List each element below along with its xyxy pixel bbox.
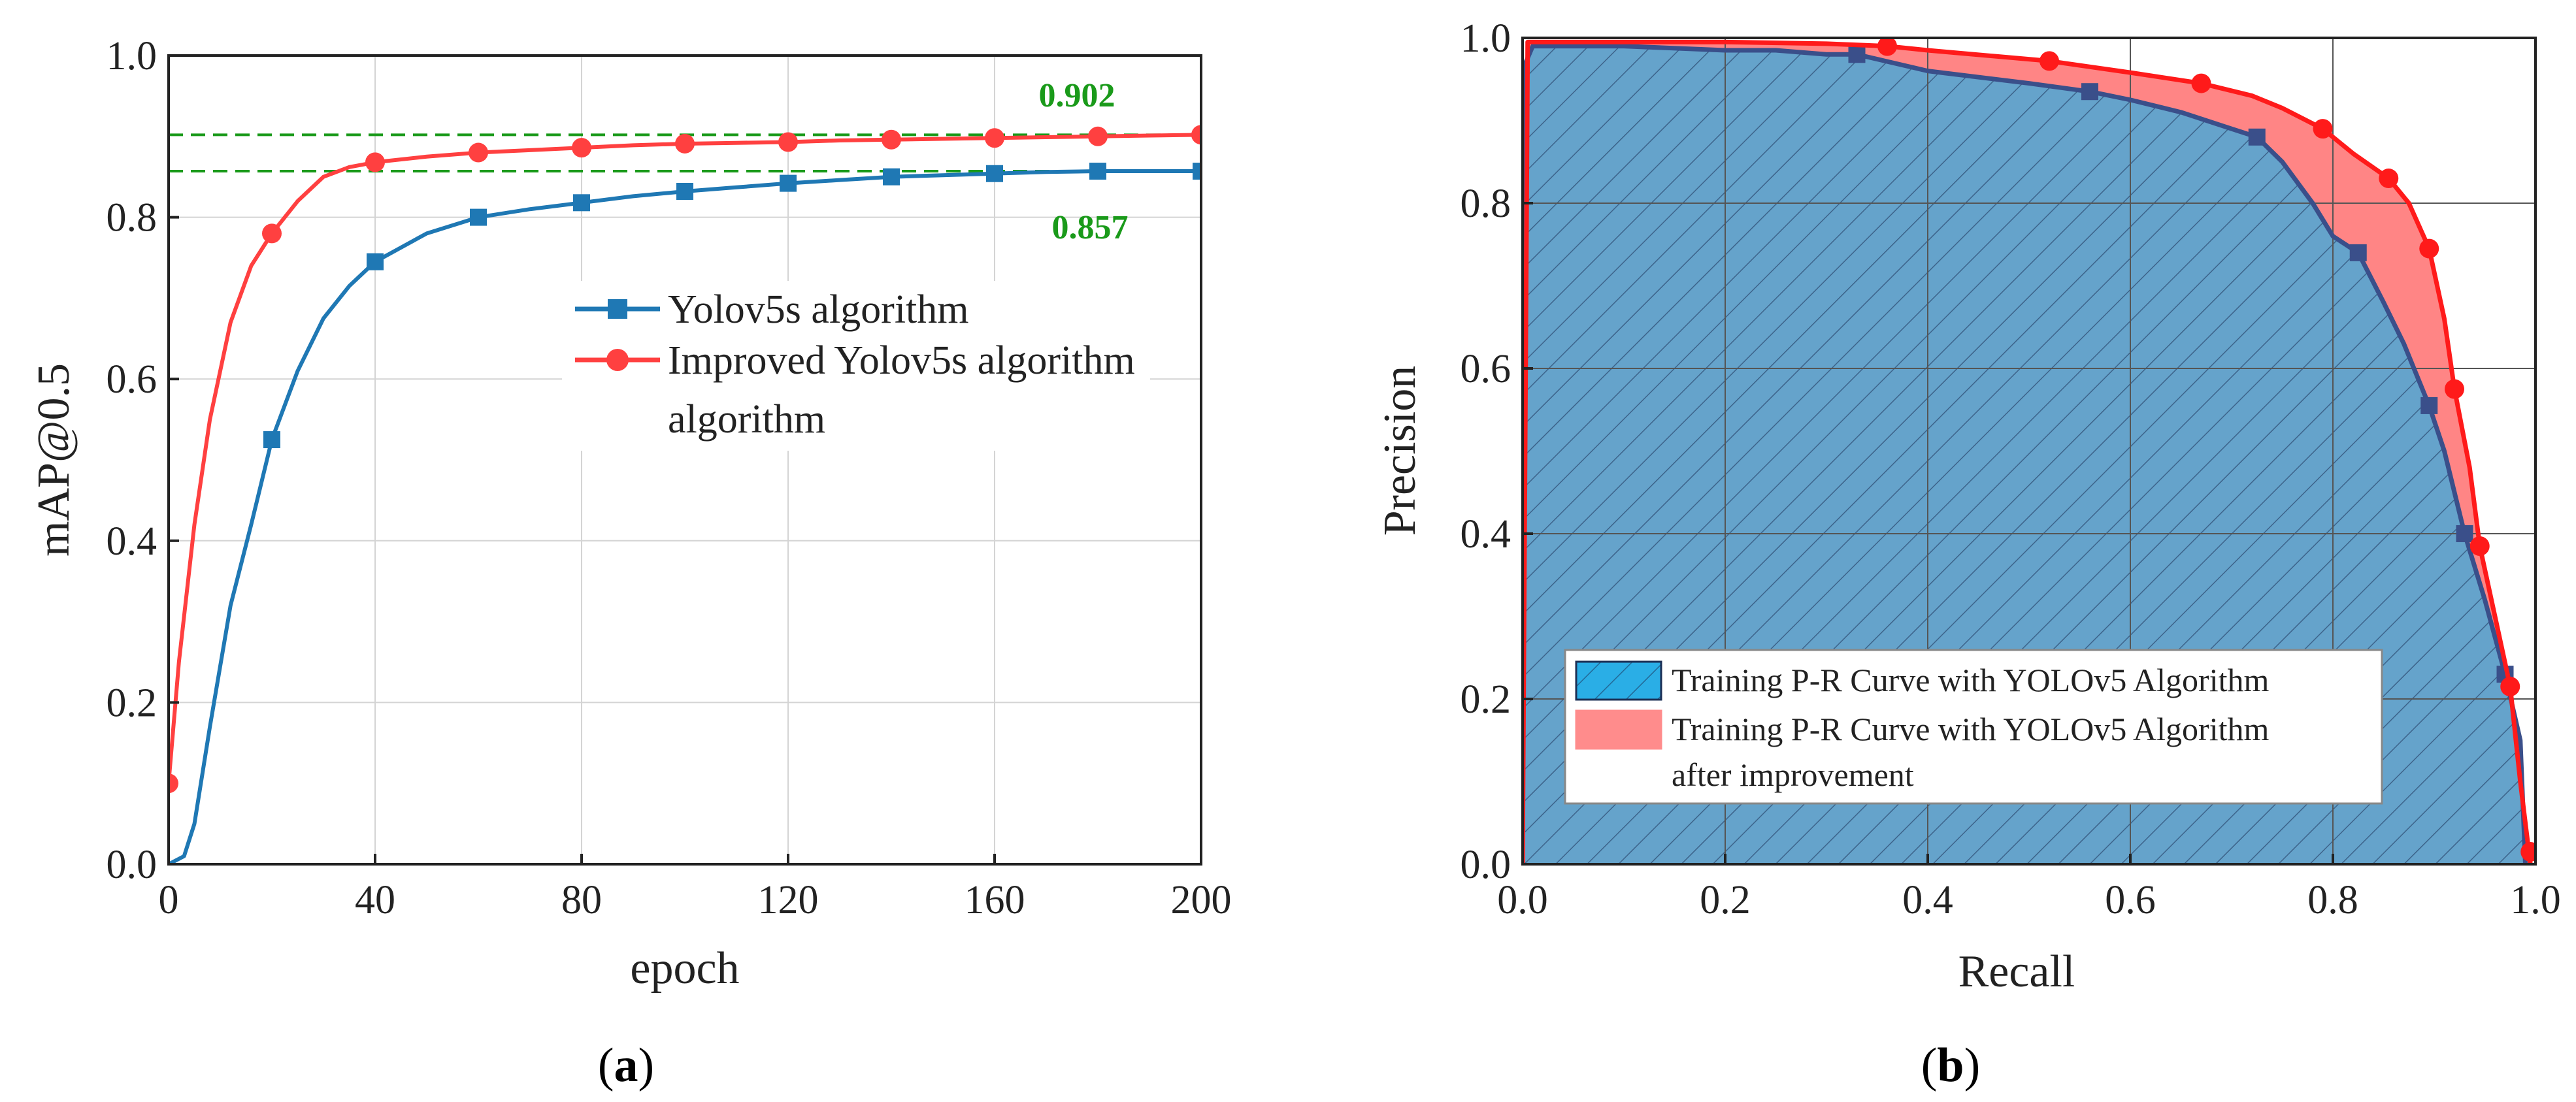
- b-marker-s1-8: [2500, 677, 2520, 697]
- legend-marker-improved: [606, 349, 629, 371]
- b-marker-s0-4: [2420, 397, 2438, 414]
- a-marker-s0-7: [986, 165, 1003, 182]
- a-xtick-label-0: 0: [159, 878, 179, 922]
- panel-b-chart: 0.0 0.2 0.4 0.6 0.8 1.0 0.0 0.2 0.4 0.6 0.8 1.0 Pre…: [1375, 16, 2561, 1092]
- panel-a-caption: (a): [598, 1039, 654, 1092]
- a-marker-s0-4: [676, 182, 693, 200]
- panel-a-chart: 0 40 80 120 160 200 0.0 0.2 0.4 0.6 0.8 1.0 mAP@0.5…: [29, 34, 1232, 1092]
- b-marker-s0-2: [2248, 128, 2266, 146]
- legend-marker-yolov5s: [608, 299, 627, 319]
- a-marker-s0-3: [573, 194, 590, 212]
- a-marker-s1-1: [262, 223, 282, 244]
- a-xtick-label-1: 40: [355, 878, 395, 922]
- panel-a-letter: a: [614, 1039, 638, 1092]
- a-xtick-label-5: 200: [1171, 878, 1232, 922]
- legend-swatch-yolov5-hatch: [1576, 662, 1661, 700]
- b-ytick-label-3: 0.6: [1461, 347, 1511, 391]
- panel-b-letter: b: [1937, 1039, 1964, 1092]
- a-marker-s1-6: [778, 132, 798, 152]
- b-marker-s0-5: [2456, 525, 2473, 542]
- b-xtick-label-4: 0.8: [2307, 878, 2358, 922]
- annotation-0902: 0.902: [1039, 77, 1115, 114]
- a-marker-s0-9: [1193, 163, 1201, 180]
- b-marker-s1-0: [1877, 38, 1897, 56]
- panel-b-plot-frame: [1521, 37, 2537, 866]
- legend-swatch-improved-pr: [1575, 709, 1662, 750]
- panel-a-xlabel: epoch: [630, 943, 739, 994]
- a-series-line-1: [169, 133, 1201, 784]
- b-marker-s1-9: [2520, 842, 2535, 862]
- b-ytick-label-0: 0.0: [1461, 843, 1511, 887]
- panel-b-legend: Training P-R Curve with YOLOv5 Algorithm…: [1564, 649, 2383, 805]
- panel-b-legend-box: [1564, 649, 2383, 805]
- panel-b-xlabel: Recall: [1958, 947, 2075, 997]
- b-xtick-label-0: 0.0: [1497, 878, 1548, 922]
- b-marker-s0-0: [1848, 46, 1866, 63]
- a-marker-s0-5: [780, 174, 797, 192]
- a-xtick-label-2: 80: [561, 878, 602, 922]
- a-marker-s1-9: [1088, 126, 1108, 146]
- a-marker-s0-2: [470, 208, 487, 226]
- a-marker-s1-2: [365, 152, 385, 172]
- b-marker-s0-1: [2081, 83, 2098, 101]
- panel-b-ylabel: Precision: [1375, 366, 1425, 536]
- a-marker-s1-3: [469, 142, 488, 163]
- b-marker-s1-6: [2445, 379, 2464, 399]
- b-marker-s1-3: [2313, 119, 2333, 139]
- a-marker-s0-1: [367, 253, 384, 270]
- legend-label-improved: Improved Yolov5s algorithm: [668, 338, 1135, 383]
- legend-label-improved-pr-line2: after improvement: [1672, 756, 1914, 793]
- b-ytick-label-4: 0.8: [1461, 182, 1511, 226]
- b-xtick-label-3: 0.6: [2105, 878, 2156, 922]
- legend-label-improved-pr: Training P-R Curve with YOLOv5 Algorithm: [1672, 711, 2269, 747]
- b-xtick-label-1: 0.2: [1700, 878, 1751, 922]
- a-marker-s1-7: [882, 129, 901, 150]
- a-series-line-0: [169, 169, 1201, 864]
- a-marker-s1-5: [675, 133, 695, 154]
- b-series-line-0: [1523, 44, 2528, 864]
- b-ytick-label-5: 1.0: [1461, 16, 1511, 61]
- panel-b-series: [1523, 38, 2535, 864]
- panel-b-caption: (b): [1921, 1039, 1980, 1092]
- panel-a-plot-frame: [167, 54, 1202, 866]
- panel-a-legend: Yolov5s algorithm Improved Yolov5s algor…: [562, 281, 1150, 451]
- legend-label-yolov5: Training P-R Curve with YOLOv5 Algorithm: [1672, 662, 2269, 698]
- a-marker-s0-8: [1089, 163, 1106, 180]
- a-xtick-label-3: 120: [758, 878, 819, 922]
- b-marker-s1-5: [2419, 238, 2439, 259]
- a-marker-s1-4: [572, 138, 591, 158]
- b-marker-s0-3: [2349, 244, 2367, 261]
- annotation-0857: 0.857: [1052, 209, 1129, 246]
- panel-b-ticks: 0.0 0.2 0.4 0.6 0.8 1.0 0.0 0.2 0.4 0.6 0.8 1.0: [1461, 16, 2561, 922]
- a-marker-s1-10: [1191, 125, 1201, 145]
- legend-label-improved-line2: algorithm: [668, 397, 825, 442]
- a-marker-s0-0: [263, 431, 280, 449]
- b-marker-s1-2: [2191, 73, 2211, 93]
- b-xtick-label-2: 0.4: [1902, 878, 1953, 922]
- a-ytick-label-1: 0.2: [107, 681, 157, 725]
- panel-a-ticks: 0 40 80 120 160 200 0.0 0.2 0.4 0.6 0.8 1.0: [107, 34, 1232, 922]
- a-ytick-label-4: 0.8: [107, 196, 157, 240]
- a-ytick-label-2: 0.4: [107, 519, 157, 564]
- b-marker-s1-4: [2379, 169, 2399, 189]
- a-ytick-label-0: 0.0: [107, 843, 157, 887]
- b-xtick-label-5: 1.0: [2510, 878, 2561, 922]
- a-xtick-label-4: 160: [965, 878, 1025, 922]
- panel-a-ylabel: mAP@0.5: [29, 363, 79, 557]
- a-marker-s1-0: [169, 773, 178, 794]
- b-ytick-label-2: 0.4: [1461, 512, 1511, 557]
- a-marker-s1-8: [985, 128, 1004, 148]
- b-marker-s1-7: [2469, 536, 2490, 556]
- a-ytick-label-3: 0.6: [107, 357, 157, 402]
- a-ytick-label-5: 1.0: [107, 34, 157, 78]
- panel-a-series: [169, 125, 1201, 864]
- legend-label-yolov5s: Yolov5s algorithm: [668, 287, 969, 332]
- a-marker-s0-6: [883, 168, 900, 186]
- b-marker-s1-1: [2039, 51, 2059, 71]
- b-ytick-label-1: 0.2: [1461, 677, 1511, 722]
